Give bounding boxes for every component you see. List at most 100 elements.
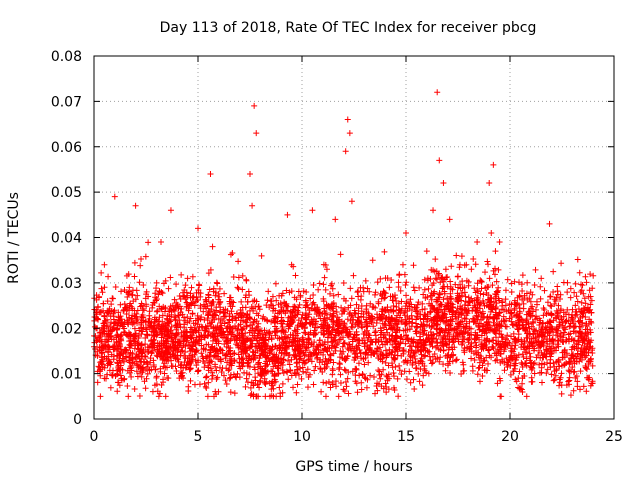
data-point — [548, 350, 555, 357]
data-point — [522, 344, 529, 351]
data-point — [114, 379, 121, 386]
data-point — [576, 327, 583, 334]
data-point — [439, 315, 446, 322]
data-point — [468, 340, 475, 347]
data-point — [353, 336, 360, 343]
data-point — [225, 319, 232, 326]
data-point — [462, 293, 469, 300]
data-point — [205, 332, 212, 339]
data-point — [176, 375, 183, 382]
data-point — [278, 304, 285, 311]
data-point — [337, 371, 344, 378]
data-point — [196, 323, 203, 330]
data-point — [403, 279, 410, 286]
data-point — [305, 357, 312, 364]
data-point — [155, 393, 162, 400]
data-point — [397, 333, 404, 340]
data-point — [537, 295, 544, 302]
data-point — [508, 318, 515, 325]
data-point — [570, 369, 577, 376]
data-point — [109, 343, 116, 350]
data-point — [557, 306, 564, 313]
data-point — [192, 320, 199, 327]
data-point — [349, 314, 356, 321]
data-point — [382, 380, 389, 387]
data-point — [251, 297, 258, 304]
data-point — [137, 325, 144, 332]
data-point — [463, 261, 470, 268]
data-point — [226, 323, 233, 330]
data-point — [308, 316, 315, 323]
data-point — [104, 298, 111, 305]
data-point — [302, 330, 309, 337]
data-point — [385, 362, 392, 369]
data-point — [384, 304, 391, 311]
data-point — [264, 318, 271, 324]
data-point — [175, 356, 182, 363]
data-point — [589, 380, 596, 387]
data-point — [566, 381, 572, 388]
data-point — [491, 350, 498, 357]
y-tick-label: 0.06 — [51, 140, 82, 156]
data-point — [223, 365, 230, 372]
data-point — [148, 350, 155, 357]
data-point — [575, 318, 582, 325]
data-point — [382, 294, 389, 301]
data-point — [235, 258, 242, 265]
data-point — [410, 338, 417, 345]
data-point — [527, 363, 534, 370]
data-point — [455, 284, 462, 291]
data-point — [397, 340, 404, 347]
data-point — [186, 352, 193, 359]
data-point — [444, 333, 451, 340]
data-point — [401, 271, 408, 278]
data-point — [587, 356, 594, 363]
data-point — [456, 293, 463, 300]
data-point — [429, 359, 436, 366]
data-point — [499, 299, 506, 306]
data-point — [526, 310, 533, 317]
data-point — [283, 368, 290, 375]
data-point — [172, 322, 179, 329]
data-point — [517, 385, 524, 392]
data-point — [266, 379, 273, 386]
data-point — [495, 342, 502, 349]
data-point — [400, 359, 407, 366]
data-point — [582, 345, 589, 352]
data-point — [158, 325, 165, 332]
data-point — [423, 248, 430, 255]
data-point — [99, 354, 106, 361]
data-point — [540, 312, 547, 319]
data-point — [447, 290, 454, 297]
data-point — [404, 357, 411, 364]
data-point — [116, 316, 123, 323]
data-point — [490, 337, 497, 344]
data-point — [132, 296, 139, 303]
data-point — [140, 307, 147, 314]
data-point — [486, 180, 493, 187]
data-point — [332, 216, 339, 223]
data-point — [423, 369, 430, 376]
data-point — [150, 336, 157, 343]
data-point — [495, 266, 502, 273]
data-point — [208, 344, 215, 351]
data-point — [550, 268, 557, 275]
data-point — [577, 314, 584, 321]
data-point — [309, 207, 316, 214]
data-point — [370, 323, 377, 330]
data-point — [587, 329, 594, 336]
data-point — [115, 338, 122, 345]
data-point — [390, 308, 397, 315]
data-point — [303, 344, 310, 351]
data-point — [419, 382, 426, 389]
data-point — [502, 296, 509, 303]
data-point — [504, 276, 511, 283]
data-point — [558, 370, 565, 377]
data-point — [158, 289, 165, 296]
data-point — [570, 351, 577, 358]
data-point — [442, 303, 449, 310]
data-point — [421, 345, 428, 352]
data-point — [389, 364, 396, 371]
data-point — [277, 390, 284, 397]
